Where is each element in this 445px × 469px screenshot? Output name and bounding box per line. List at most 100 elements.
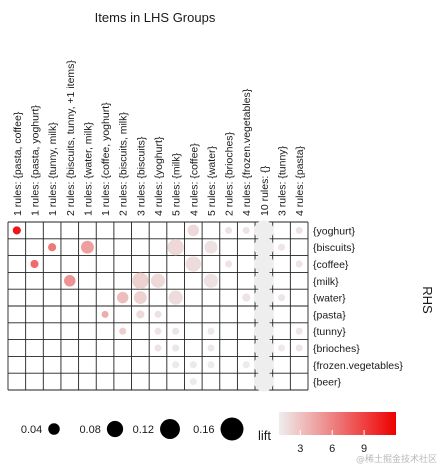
lift-legend-tick-label: 3	[297, 443, 303, 455]
support-legend-label: 0.04	[21, 424, 42, 436]
rule-point	[207, 327, 215, 335]
lhs-group-label: 3 rules: {tunny}	[277, 145, 289, 216]
rule-point	[64, 275, 76, 287]
rule-point	[187, 224, 200, 237]
rule-point	[295, 327, 303, 335]
lift-color-legend: lift 3 6 9	[258, 412, 396, 455]
lhs-group-label: 1 rules: {pasta, coffee}	[12, 111, 24, 216]
lhs-group-label: 1 rules: {water, milk}	[82, 122, 94, 216]
rule-point	[253, 304, 274, 325]
lhs-group-label: 2 rules: {biscuits, tunny, +1 items}	[65, 60, 77, 216]
rule-point	[253, 338, 274, 358]
rule-point	[253, 321, 274, 342]
support-legend-label: 0.12	[133, 424, 154, 436]
lhs-group-label: 2 rules: {brioches}	[224, 131, 236, 216]
rule-point	[80, 240, 94, 254]
data-points	[12, 220, 303, 392]
lhs-group-label: 4 rules: {yoghurt}	[153, 136, 165, 216]
lhs-group-label: 5 rules: {water}	[206, 145, 218, 216]
rule-point	[154, 327, 162, 335]
rule-point	[253, 220, 274, 241]
rule-point	[278, 344, 286, 352]
lhs-group-label: 1 rules: {pasta, yoghurt}	[29, 105, 41, 216]
support-legend-circle	[48, 423, 60, 435]
rule-point	[242, 293, 251, 302]
support-legend-label: 0.16	[193, 424, 214, 436]
lift-legend-tick-label: 9	[361, 443, 367, 455]
rule-point	[225, 226, 233, 234]
support-legend-circle	[106, 420, 124, 438]
rule-point	[242, 361, 250, 369]
rule-point	[185, 256, 201, 272]
chart-title: Items in LHS Groups	[95, 10, 216, 25]
rhs-item-label: {beer}	[313, 377, 342, 389]
rule-point	[154, 344, 162, 352]
rhs-item-label: {frozen.vegetables}	[313, 360, 403, 372]
rule-point	[295, 226, 303, 234]
lhs-group-labels: 1 rules: {pasta, coffee} 1 rules: {pasta,…	[12, 60, 306, 216]
lhs-group-label: 1 rules: {tunny, milk}	[47, 122, 59, 216]
rule-point	[132, 272, 149, 289]
rule-point	[207, 344, 215, 352]
rule-point	[133, 291, 147, 305]
lhs-group-label: 4 rules: {coffee}	[188, 143, 200, 216]
rule-point	[101, 310, 109, 318]
rule-point	[207, 361, 215, 369]
rule-point	[168, 290, 183, 305]
lhs-group-label: 1 rules: {coffee, yoghurt}	[100, 102, 112, 216]
rule-point	[116, 291, 129, 304]
rule-point	[172, 327, 180, 335]
rule-point	[242, 226, 250, 234]
rule-point	[203, 273, 218, 288]
rule-point	[253, 354, 274, 375]
rhs-item-label: {coffee}	[313, 259, 349, 271]
lhs-group-label: 10 rules: {}	[259, 165, 271, 216]
rhs-item-label: {water}	[313, 293, 346, 305]
rhs-item-label: {yoghurt}	[313, 225, 356, 237]
rule-point	[189, 378, 197, 386]
rule-point	[189, 361, 197, 369]
rhs-item-label: {tunny}	[313, 326, 346, 338]
rule-point	[253, 237, 274, 258]
rule-point	[253, 287, 274, 308]
rule-point	[225, 260, 233, 268]
support-legend-circle	[220, 417, 244, 441]
rule-point	[172, 344, 180, 352]
lhs-group-label: 4 rules: {pasta}	[294, 145, 306, 216]
rule-point	[136, 310, 145, 319]
rhs-item-label: {biscuits}	[313, 242, 356, 254]
rule-point	[172, 361, 180, 369]
rule-point	[167, 239, 184, 256]
matrix-grid	[7, 221, 309, 391]
lift-legend-title: lift	[258, 428, 271, 443]
rule-point	[253, 254, 274, 274]
support-legend-circle	[160, 419, 180, 439]
rhs-item-label: {pasta}	[313, 309, 346, 321]
rhs-item-label: {milk}	[313, 276, 339, 288]
rule-point	[204, 240, 218, 254]
support-size-legend: 0.04 0.08 0.12 0.16	[21, 417, 244, 441]
rule-point	[253, 371, 274, 392]
rule-point	[278, 243, 286, 251]
lhs-group-label: 2 rules: {biscuits, milk}	[118, 112, 130, 216]
rule-point	[48, 243, 57, 252]
rule-point	[278, 294, 286, 302]
lift-legend-tick-label: 6	[329, 443, 335, 455]
lhs-group-label: 3 rules: {biscuits}	[135, 136, 147, 216]
rhs-item-label: {brioches}	[313, 343, 360, 355]
watermark-text: @稀土掘金技术社区	[355, 455, 437, 465]
rule-point	[119, 327, 127, 335]
rule-point	[30, 259, 39, 269]
rule-point	[253, 270, 274, 291]
rule-point	[12, 226, 21, 235]
lhs-group-label: 4 rules: {frozen.vegetables}	[241, 88, 253, 216]
support-legend-label: 0.08	[79, 424, 100, 436]
lift-gradient-bar	[279, 412, 396, 435]
y-axis-label: RHS	[420, 286, 435, 314]
rule-point	[154, 310, 162, 318]
rule-point	[295, 260, 303, 268]
lhs-group-label: 5 rules: {milk}	[171, 152, 183, 216]
rhs-item-labels: {yoghurt} {biscuits} {coffee} {milk} {water}…	[313, 225, 403, 388]
rule-point	[295, 344, 303, 352]
